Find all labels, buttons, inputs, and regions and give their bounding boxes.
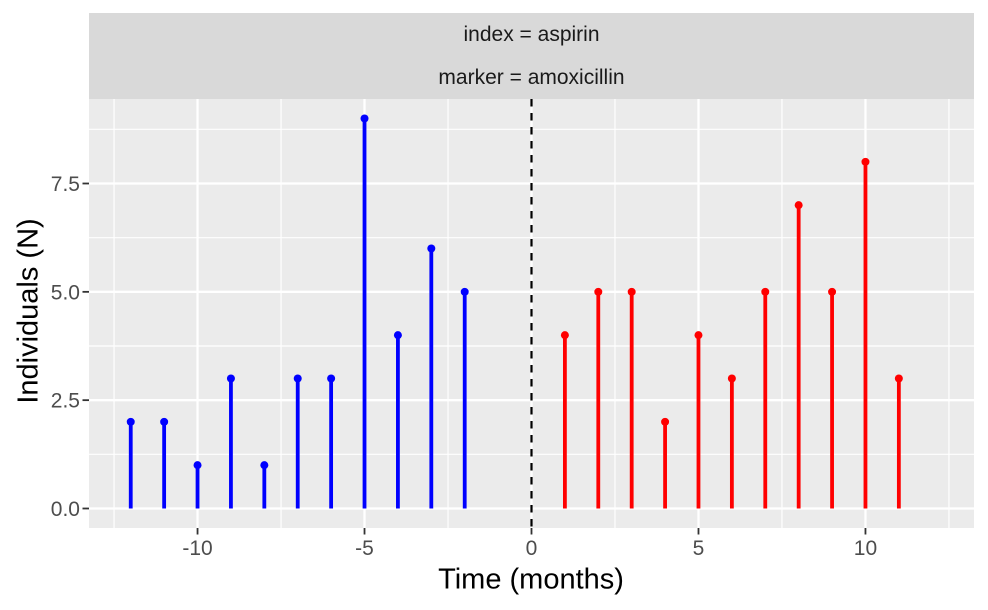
stem-point-blue	[260, 461, 269, 470]
facet-strip-background	[89, 13, 974, 99]
stem-point-red	[861, 157, 870, 166]
stem-point-red	[828, 287, 837, 296]
x-tick-label: 10	[854, 537, 877, 560]
stem-point-red	[794, 201, 803, 210]
stem-point-red	[594, 287, 603, 296]
facet-strip-line1: index = aspirin	[463, 22, 600, 46]
stem-point-blue	[226, 374, 235, 383]
y-tick-label: 0.0	[51, 498, 80, 521]
stem-point-red	[727, 374, 736, 383]
y-axis-title: Individuals (N)	[12, 218, 45, 404]
facet-strip-line2: marker = amoxicillin	[438, 65, 625, 89]
x-tick-label: -5	[355, 537, 374, 560]
stem-point-red	[661, 417, 670, 426]
y-tick-label: 2.5	[51, 390, 80, 413]
facet-strip: index = aspirin marker = amoxicillin	[89, 13, 974, 99]
stem-point-blue	[293, 374, 302, 383]
stem-point-red	[560, 331, 569, 340]
y-tick-label: 5.0	[51, 281, 80, 304]
stem-point-blue	[327, 374, 336, 383]
stem-point-blue	[126, 417, 135, 426]
stem-point-blue	[427, 244, 436, 253]
stem-point-red	[627, 287, 636, 296]
x-tick-label: 5	[693, 537, 705, 560]
stem-point-blue	[460, 287, 469, 296]
x-axis-title: Time (months)	[438, 563, 624, 596]
stem-point-blue	[160, 417, 169, 426]
x-tick-label: 0	[526, 537, 538, 560]
stem-point-red	[694, 331, 703, 340]
stem-point-blue	[193, 461, 202, 470]
y-tick-label: 7.5	[51, 173, 80, 196]
stem-point-red	[894, 374, 903, 383]
stem-point-red	[761, 287, 770, 296]
stem-point-blue	[393, 331, 402, 340]
stem-point-blue	[360, 114, 369, 123]
x-tick-label: -10	[182, 537, 212, 560]
